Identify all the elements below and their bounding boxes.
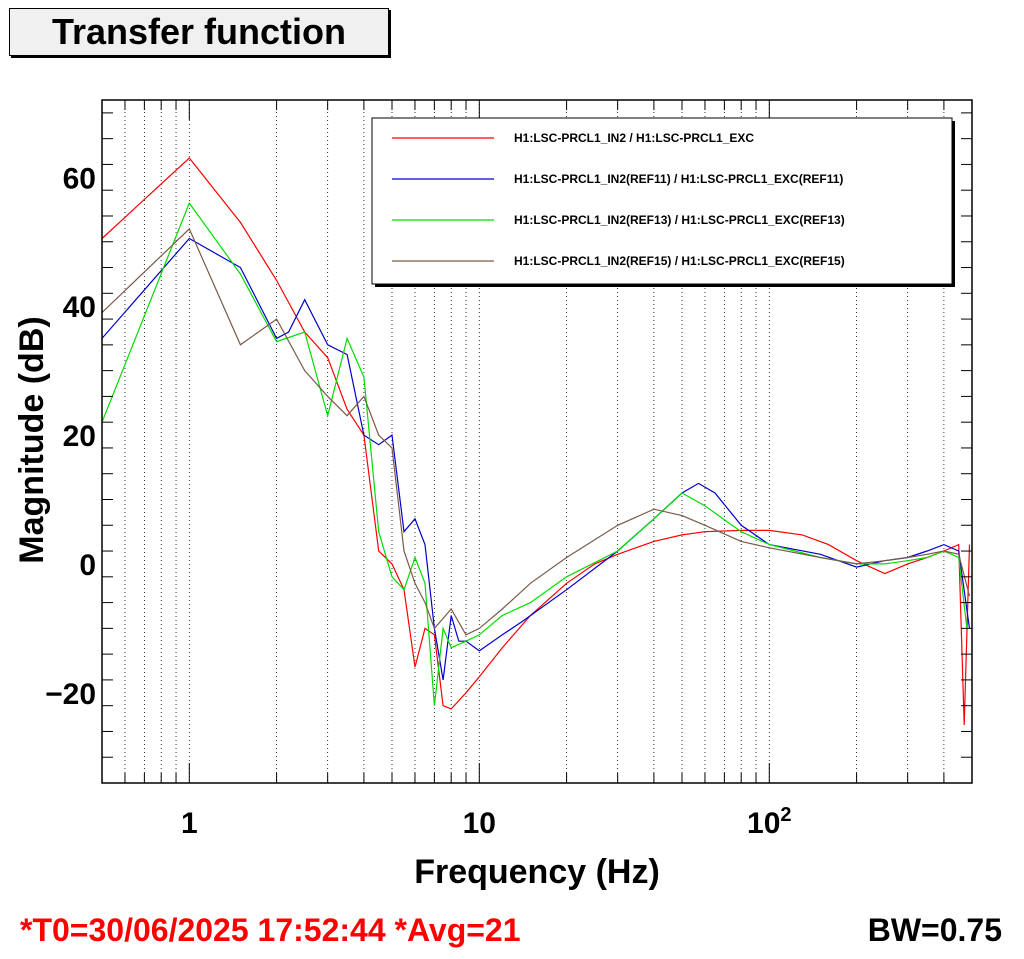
legend-label-2: H1:LSC-PRCL1_IN2(REF11) / H1:LSC-PRCL1_E… <box>514 172 843 186</box>
footer-info: *T0=30/06/2025 17:52:44 *Avg=21 <box>20 912 521 948</box>
legend: H1:LSC-PRCL1_IN2 / H1:LSC-PRCL1_EXC H1:LS… <box>371 117 955 287</box>
axis-ticks <box>101 100 973 783</box>
series-line-4 <box>102 227 971 636</box>
series-layer <box>102 157 971 726</box>
chart-title: Transfer function <box>9 8 389 56</box>
footer-bw: BW=0.75 <box>867 912 1002 948</box>
x-tick-label: 1 <box>181 807 198 840</box>
legend-label-3: H1:LSC-PRCL1_IN2(REF13) / H1:LSC-PRCL1_E… <box>514 213 845 227</box>
x-tick-label: 10 <box>463 807 496 840</box>
x-tick-label: 102 <box>747 804 792 840</box>
series-line-3 <box>102 201 968 706</box>
legend-label-1: H1:LSC-PRCL1_IN2 / H1:LSC-PRCL1_EXC <box>514 131 754 145</box>
y-tick-label: 0 <box>79 549 96 582</box>
legend-label-4: H1:LSC-PRCL1_IN2(REF15) / H1:LSC-PRCL1_E… <box>514 254 845 268</box>
axis-labels: 1 10 102 −20 0 20 40 60 Frequency (Hz) Magnitude … <box>13 162 792 891</box>
y-axis-title: Magnitude (dB) <box>13 316 51 563</box>
y-tick-label: 40 <box>63 291 96 324</box>
x-axis-title: Frequency (Hz) <box>414 853 660 891</box>
y-tick-label: 60 <box>63 162 96 195</box>
series-line-1 <box>102 157 971 726</box>
plot-frame <box>101 99 973 784</box>
series-line-2 <box>102 237 971 680</box>
legend-box <box>371 117 953 285</box>
y-tick-label: −20 <box>45 678 96 711</box>
y-tick-label: 20 <box>63 420 96 453</box>
